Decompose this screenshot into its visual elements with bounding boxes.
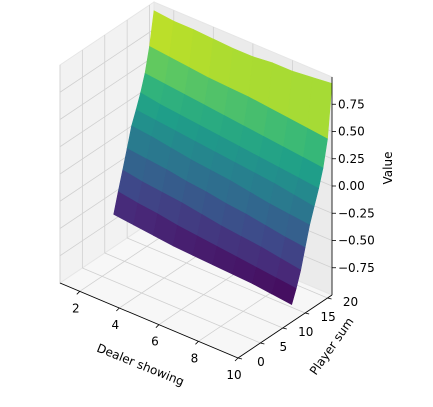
y-tick-mark xyxy=(282,327,287,330)
x-tick-mark xyxy=(155,324,160,328)
surface-plot xyxy=(113,10,333,306)
x-tick-mark xyxy=(234,357,239,362)
y-tick-label: 5 xyxy=(280,340,288,354)
x-tick-label: 10 xyxy=(226,368,241,382)
z-tick-label: 0.75 xyxy=(338,97,365,111)
z-tick-label: 0.00 xyxy=(338,179,365,193)
y-tick-mark xyxy=(327,297,332,300)
z-axis-label: Value xyxy=(381,152,395,185)
y-axis-label: Player sum xyxy=(307,315,357,378)
grid-line-x xyxy=(79,228,175,292)
x-axis-label: Dealer showing xyxy=(95,341,186,389)
surface-facet xyxy=(271,277,297,306)
tick-labels: 2 4 6 8 10 0 5 10 15 20 −0.75 −0.50 −0.25 0.00 0.25 0.5… xyxy=(72,97,375,382)
y-tick-mark xyxy=(260,342,265,345)
x-tick-mark xyxy=(116,307,120,312)
grid-line-z xyxy=(59,56,155,120)
y-tick-label: 10 xyxy=(298,325,313,339)
z-tick-label: 0.50 xyxy=(338,125,365,139)
y-tick-label: 0 xyxy=(257,355,265,369)
y-tick-mark xyxy=(237,357,243,360)
x-tick-label: 8 xyxy=(191,351,199,365)
y-tick-mark xyxy=(305,312,310,315)
y-axis-line xyxy=(237,294,333,359)
y-tick-label: 20 xyxy=(343,295,358,309)
grid-line-y xyxy=(104,252,283,329)
grid-line-y xyxy=(126,237,306,314)
grid-line-z xyxy=(59,28,155,93)
x-tick-label: 2 xyxy=(72,301,80,315)
surface-facet xyxy=(307,77,333,140)
x-tick-mark xyxy=(76,291,81,295)
y-tick-label: 15 xyxy=(321,310,336,324)
z-tick-label: −0.50 xyxy=(338,234,375,248)
grid-line-y xyxy=(82,267,261,344)
grid-line-z xyxy=(59,83,155,148)
x-tick-mark xyxy=(195,341,199,345)
z-tick-label: −0.25 xyxy=(338,206,375,220)
x-axis-line xyxy=(59,282,239,359)
z-tick-label: 0.25 xyxy=(338,152,365,166)
x-tick-label: 6 xyxy=(151,335,159,349)
x-tick-label: 4 xyxy=(112,318,120,332)
z-tick-label: −0.75 xyxy=(338,261,375,275)
